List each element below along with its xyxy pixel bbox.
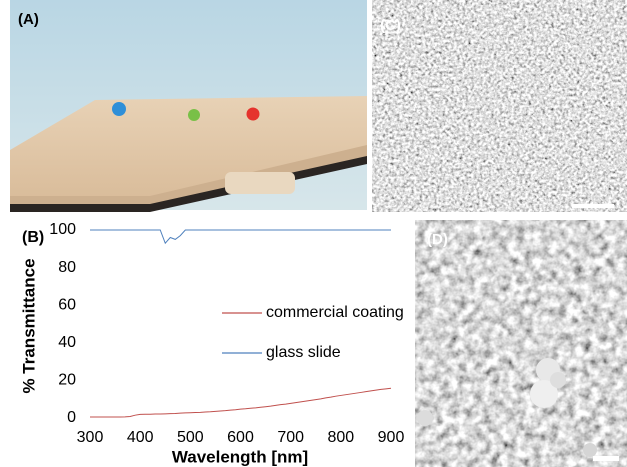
x-tick-label: 300	[77, 429, 104, 446]
y-tick-label: 60	[58, 296, 76, 313]
sem-d: (D)	[415, 220, 627, 467]
panel-label: (A)	[18, 11, 39, 28]
legend-label: commercial coating	[266, 304, 404, 321]
panel-label: (B)	[22, 229, 44, 246]
panel-label: (C)	[380, 17, 401, 34]
x-tick-label: 600	[227, 429, 254, 446]
y-tick-label: 0	[67, 409, 76, 426]
y-tick-label: 80	[58, 259, 76, 276]
panel-label: (D)	[427, 231, 448, 248]
x-tick-label: 800	[327, 429, 354, 446]
x-axis-title: Wavelength [nm]	[172, 447, 308, 466]
legend-label: glass slide	[266, 344, 341, 361]
x-tick-label: 700	[277, 429, 304, 446]
y-tick-label: 100	[49, 221, 76, 238]
y-tick-label: 20	[58, 372, 76, 389]
x-tick-label: 400	[127, 429, 154, 446]
series-line	[90, 387, 392, 418]
sem-c: (C)	[372, 0, 627, 212]
series-line	[90, 229, 391, 245]
y-axis-title: % Transmittance	[19, 258, 38, 393]
x-tick-label: 500	[177, 429, 204, 446]
x-tick-label: 900	[378, 429, 405, 446]
photo-a: (A)	[10, 0, 367, 212]
y-tick-label: 40	[58, 334, 76, 351]
